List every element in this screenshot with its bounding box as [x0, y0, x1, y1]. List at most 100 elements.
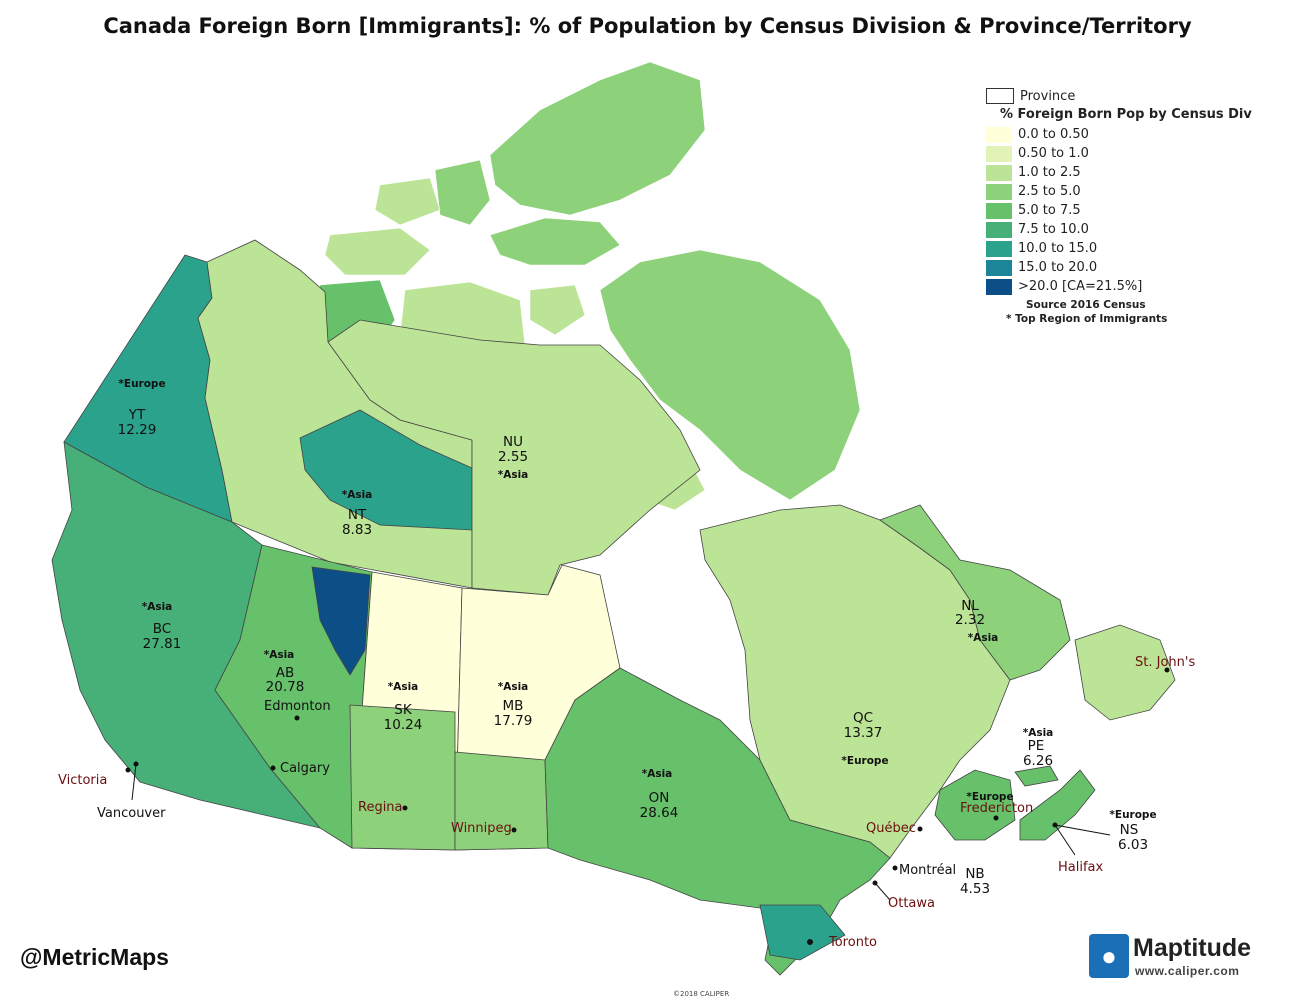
region-labrador [879, 504, 1071, 681]
arctic-islands [309, 61, 861, 511]
nt-value: 8.83 [342, 522, 372, 538]
legend-item-label: 1.0 to 2.5 [1018, 165, 1081, 180]
legend-item-label: 5.0 to 7.5 [1018, 203, 1081, 218]
ab-value: 20.78 [266, 679, 305, 695]
ellef-ringnes-island [374, 177, 441, 226]
legend-swatch [986, 240, 1012, 257]
pe-value: 6.26 [1023, 753, 1053, 769]
qc-value: 13.37 [844, 725, 883, 741]
devon-island [489, 217, 621, 266]
legend-item-label: 2.5 to 5.0 [1018, 184, 1081, 199]
city-ottawa: Ottawa [888, 896, 935, 911]
region-british-columbia [51, 441, 322, 829]
montreal-dot [892, 865, 898, 871]
legend-swatch [986, 259, 1012, 276]
legend-items: 0.0 to 0.50 0.50 to 1.0 1.0 to 2.5 2.5 t… [986, 125, 1266, 296]
qc-abbr: QC [853, 710, 873, 726]
legend-item-label: 15.0 to 20.0 [1018, 260, 1098, 275]
sk-region-note: *Asia [388, 681, 419, 693]
legend-province-row: Province [986, 86, 1266, 106]
copyright-text: ©2018 CALIPER [673, 990, 730, 998]
city-fredericton: Fredericton [960, 801, 1033, 816]
legend-item: 2.5 to 5.0 [986, 182, 1266, 201]
legend-note: * Top Region of Immigrants [1006, 313, 1168, 325]
nt-abbr: NT [348, 507, 367, 523]
region-nunavut-mainland [327, 319, 701, 596]
city-montreal: Montréal [899, 863, 956, 878]
regina-dot [402, 805, 408, 811]
pe-region-note: *Asia [1023, 727, 1054, 739]
legend-swatch [986, 183, 1012, 200]
region-newfoundland-island [1074, 624, 1176, 721]
city-winnipeg: Winnipeg [451, 821, 512, 836]
ellesmere-island [489, 61, 706, 216]
legend-item-label: 10.0 to 15.0 [1018, 241, 1098, 256]
nt-region-note: *Asia [342, 489, 373, 501]
logo-name: Maptitude [1133, 934, 1252, 962]
on-abbr: ON [649, 790, 670, 806]
legend-item: 10.0 to 15.0 [986, 239, 1266, 258]
legend-swatch [986, 202, 1012, 219]
yt-abbr: YT [128, 407, 146, 423]
ab-region-note: *Asia [264, 649, 295, 661]
victoria-dot [125, 767, 131, 773]
legend-swatch [986, 145, 1012, 162]
legend-swatch [986, 221, 1012, 238]
nb-value: 4.53 [960, 881, 990, 897]
ab-north-division [311, 566, 371, 676]
halifax-leader [1054, 824, 1076, 856]
map-legend: Province % Foreign Born Pop by Census Di… [986, 86, 1266, 325]
legend-province-label: Province [1020, 88, 1076, 104]
legend-item-label: 0.50 to 1.0 [1018, 146, 1089, 161]
ns-region-note: *Europe [1109, 809, 1156, 821]
nu-value: 2.55 [498, 449, 528, 465]
nu-abbr: NU [503, 434, 523, 450]
melville-island [324, 227, 431, 276]
baffin-island [599, 249, 861, 501]
ab-abbr: AB [276, 665, 295, 681]
nb-region-note: *Europe [966, 791, 1013, 803]
legend-swatch [986, 278, 1012, 295]
city-regina: Regina [358, 800, 403, 815]
ns-value: 6.03 [1118, 837, 1148, 853]
bc-value: 27.81 [143, 636, 182, 652]
yt-value: 12.29 [118, 422, 157, 438]
legend-source: Source 2016 Census [1026, 299, 1146, 311]
legend-item: 7.5 to 10.0 [986, 220, 1266, 239]
on-south-division [759, 904, 846, 961]
region-prince-edward-island [1014, 765, 1059, 787]
region-quebec [699, 504, 1011, 859]
city-calgary: Calgary [280, 761, 330, 776]
province-labels: *Europe YT 12.29 *Asia NT 8.83 NU 2.55 *… [118, 378, 1157, 897]
calgary-dot [270, 765, 276, 771]
map-title: Canada Foreign Born [Immigrants]: % of P… [103, 14, 1192, 38]
vancouver-leader [131, 763, 137, 801]
city-victoria: Victoria [58, 773, 107, 788]
quebec-dot [917, 826, 923, 832]
legend-swatch [986, 126, 1012, 143]
stjohns-dot [1164, 667, 1170, 673]
ns-abbr: NS [1120, 822, 1139, 838]
pe-abbr: PE [1028, 738, 1045, 754]
bc-abbr: BC [153, 621, 171, 637]
legend-item: 15.0 to 20.0 [986, 258, 1266, 277]
legend-item: 5.0 to 7.5 [986, 201, 1266, 220]
mb-abbr: MB [503, 698, 524, 714]
mb-region-note: *Asia [498, 681, 529, 693]
nb-abbr: NB [965, 866, 984, 882]
on-region-note: *Asia [642, 768, 673, 780]
legend-heading: % Foreign Born Pop by Census Div [1000, 107, 1252, 122]
city-vancouver: Vancouver [97, 806, 166, 821]
legend-item-label: 7.5 to 10.0 [1018, 222, 1089, 237]
region-ontario [544, 667, 891, 976]
author-handle: @MetricMaps [20, 944, 169, 970]
city-quebec: Québec [866, 821, 916, 836]
provinces [51, 239, 1176, 976]
region-nova-scotia [1019, 769, 1096, 841]
legend-item: 0.50 to 1.0 [986, 144, 1266, 163]
bc-region-note: *Asia [142, 601, 173, 613]
winnipeg-dot [511, 827, 517, 833]
legend-item-label: >20.0 [CA=21.5%] [1018, 279, 1143, 294]
logo-url: www.caliper.com [1135, 964, 1240, 978]
sk-value: 10.24 [384, 717, 423, 733]
